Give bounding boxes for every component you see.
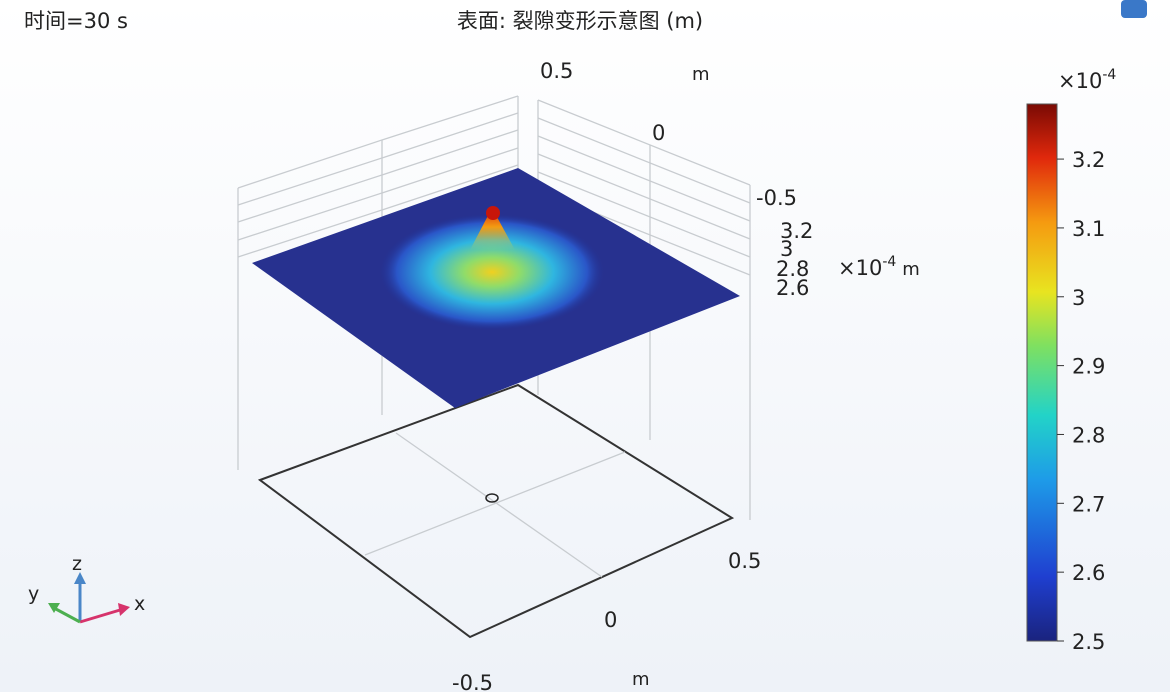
z-tick-label: 2.8 [776,257,809,281]
colorbar-tick-label: 2.5 [1072,630,1105,654]
triad-x: x [134,593,145,615]
colorbar [1026,103,1058,642]
colorbar-tick-label: 2.9 [1072,355,1105,379]
colorbar-tick-label: 3.1 [1072,217,1105,241]
z-tick-label: 3.2 [780,219,813,243]
z-exponent: -4 [882,254,896,270]
y-unit: m [692,64,710,85]
y-tick-label: 0 [652,121,665,145]
toolbar-icon[interactable] [1121,0,1147,18]
colorbar-multiplier: ×10-4 [1058,67,1116,93]
x-tick-label: 0.5 [728,549,761,573]
triad-y: y [28,583,39,605]
triad-z: z [72,553,82,575]
z-unit: m [902,259,920,280]
colorbar-tick-label: 2.7 [1072,492,1105,516]
x-unit: m [632,669,650,690]
colorbar-exponent: -4 [1102,67,1116,83]
colorbar-tick-label: 3 [1072,286,1085,310]
z-multiplier-base: ×10 [838,256,882,280]
plot-title: 表面: 裂隙变形示意图 (m) [457,9,703,33]
colorbar-tick-label: 2.8 [1072,423,1105,447]
z-tick-label: 2.6 [776,276,809,300]
z-tick-label: 3 [780,237,793,261]
colorbar-tick-label: 2.6 [1072,561,1105,585]
x-tick-label: 0 [604,608,617,632]
surface [252,168,740,408]
colorbar-multiplier-base: ×10 [1058,69,1102,93]
colorbar-tick-label: 3.2 [1072,148,1105,172]
x-tick-label: -0.5 [452,671,493,692]
z-multiplier: ×10-4 m [838,254,920,280]
y-tick-label: 0.5 [540,59,573,83]
time-label: 时间=30 s [24,9,128,33]
axis-triad: z x y [28,553,145,624]
y-tick-label: -0.5 [756,186,797,210]
